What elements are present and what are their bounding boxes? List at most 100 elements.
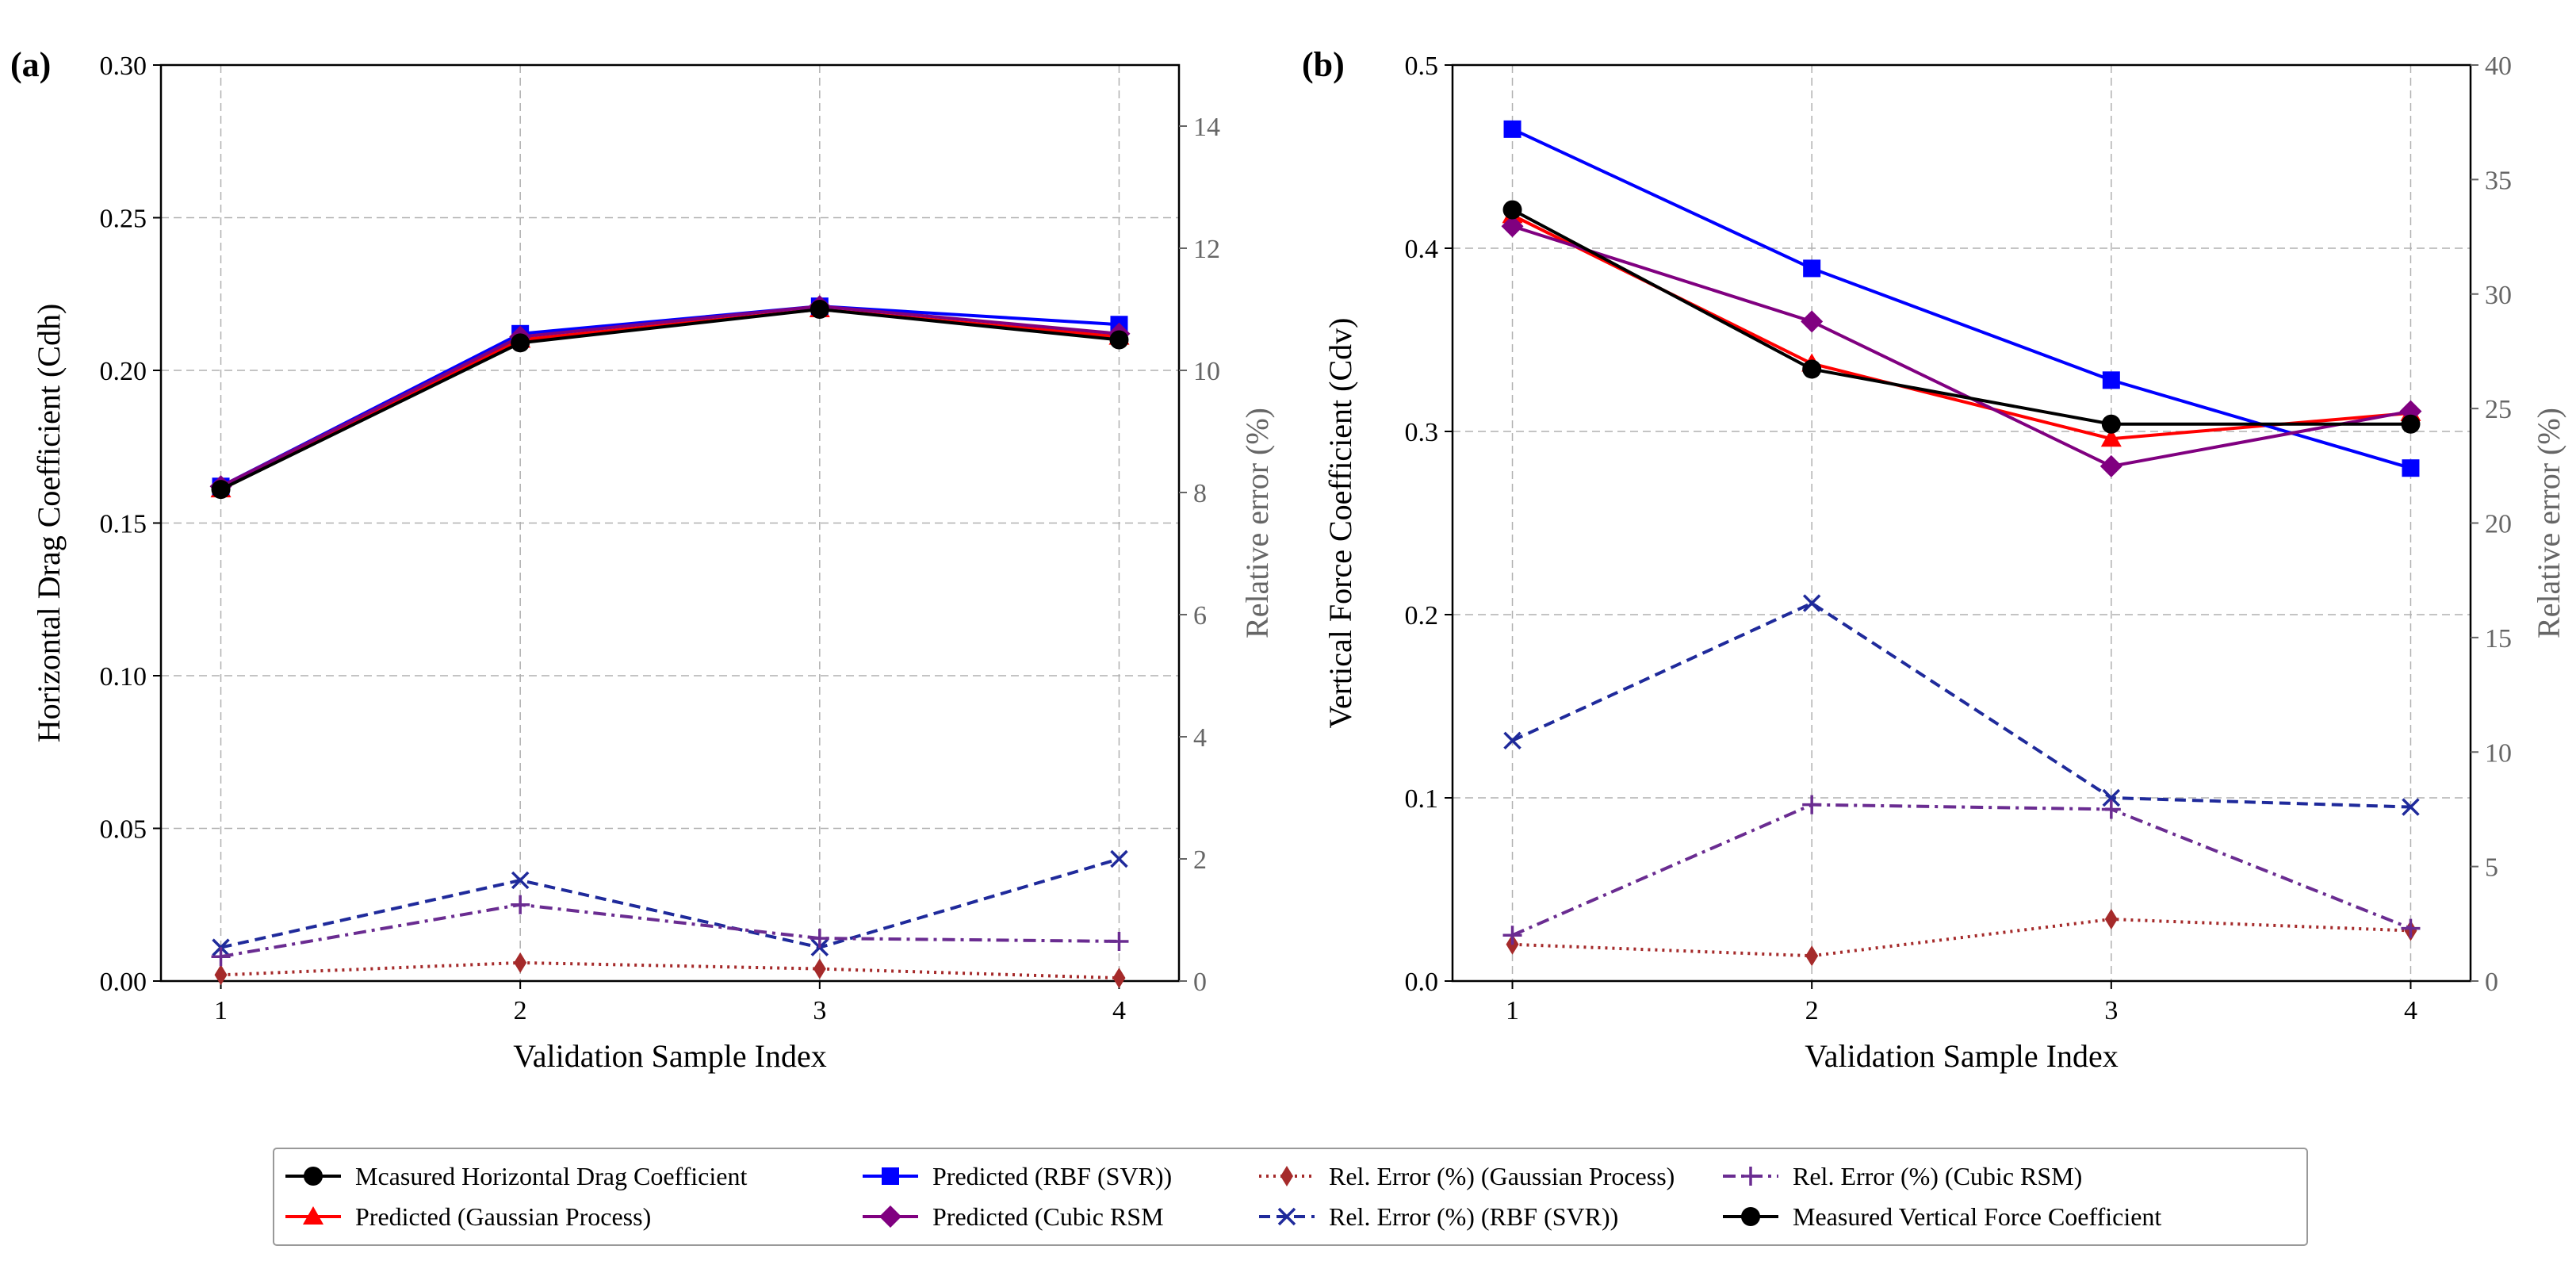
x-tick-label: 1 <box>214 996 228 1025</box>
y2-tick-label: 35 <box>2485 166 2512 195</box>
y2-tick-label: 0 <box>1193 968 1207 997</box>
legend-swatch-marker <box>1280 1166 1293 1186</box>
panel-b-grid <box>1453 64 2471 982</box>
legend-label: Predicted (Gaussian Process) <box>355 1202 651 1231</box>
legend-swatch-marker <box>879 1205 901 1228</box>
panel-b-y2label: Relative error (%) <box>2531 408 2566 638</box>
legend-item: Predicted (Gaussian Process) <box>285 1202 651 1231</box>
data-point <box>2104 909 2118 930</box>
panel-b-series-5 <box>1503 594 2420 816</box>
y2-tick-label: 14 <box>1193 113 1220 142</box>
y-tick-label: 0.15 <box>100 510 147 539</box>
data-point <box>1503 731 1521 750</box>
series-line <box>220 305 1120 489</box>
data-point <box>2402 459 2420 477</box>
y2-tick-label: 20 <box>2485 510 2512 539</box>
data-point <box>810 929 829 949</box>
y2-tick-label: 30 <box>2485 281 2512 310</box>
panel-a-ylabel: Horizontal Drag Coefficient (Cdh) <box>31 304 67 743</box>
y2-tick-label: 10 <box>2485 738 2512 768</box>
legend-label: Predicted (RBF (SVR)) <box>932 1162 1172 1190</box>
y-tick-label: 0.2 <box>1405 601 1439 630</box>
data-point <box>511 871 530 890</box>
legend-item: Predicted (RBF (SVR)) <box>863 1162 1172 1190</box>
panel-a-series-4 <box>214 952 1126 989</box>
x-tick-label: 3 <box>813 996 826 1025</box>
y2-tick-label: 8 <box>1193 479 1207 508</box>
legend-swatch-marker <box>1741 1207 1760 1226</box>
x-tick-label: 2 <box>1805 996 1819 1025</box>
series-line <box>1512 918 2411 958</box>
y2-tick-label: 5 <box>2485 853 2498 883</box>
data-point <box>2402 798 2420 816</box>
y-tick-label: 0.5 <box>1405 52 1439 81</box>
x-tick-label: 1 <box>1506 996 1519 1025</box>
data-point <box>511 333 530 353</box>
y-tick-label: 0.25 <box>100 205 147 234</box>
series-line <box>1511 803 2412 937</box>
y-tick-label: 0.05 <box>100 815 147 845</box>
data-point <box>1110 849 1128 868</box>
data-point <box>1502 200 1522 220</box>
panel-b-series-3 <box>1502 200 2421 434</box>
legend-swatch-marker <box>303 1206 323 1225</box>
y-tick-label: 0.0 <box>1405 968 1439 997</box>
legend-label: Rel. Error (%) (Cubic RSM) <box>1793 1162 2082 1190</box>
data-point <box>1109 931 1129 951</box>
y2-tick-label: 40 <box>2485 52 2512 81</box>
panel-a-label: (a) <box>10 45 51 84</box>
data-point <box>2101 414 2121 434</box>
data-point <box>1502 926 1522 945</box>
data-point <box>2401 414 2421 434</box>
data-point <box>1802 594 1821 612</box>
legend-swatch-marker <box>1277 1207 1296 1226</box>
panel-b-ylabel: Vertical Force Coefficient (Cdv) <box>1322 318 1358 729</box>
legend-swatch-marker <box>882 1167 899 1185</box>
series-line <box>1511 208 2411 426</box>
data-point <box>2102 371 2120 389</box>
y-tick-label: 0.4 <box>1405 235 1439 264</box>
data-point <box>514 952 527 973</box>
data-point <box>1109 330 1129 350</box>
panel-a-xlabel: Validation Sample Index <box>513 1038 826 1074</box>
data-point <box>2101 799 2121 819</box>
data-point <box>211 480 231 500</box>
legend-label: Rel. Error (%) (Gaussian Process) <box>1329 1162 1675 1190</box>
series-line <box>220 903 1120 959</box>
y-tick-label: 0.10 <box>100 662 147 692</box>
panel-a-series-3 <box>211 300 1129 500</box>
legend-item: Predicted (Cubic RSM <box>863 1202 1164 1231</box>
panel-b-series-6 <box>1502 795 2421 945</box>
data-point <box>1112 968 1126 989</box>
y2-tick-label: 2 <box>1193 845 1207 875</box>
data-point <box>211 947 231 967</box>
legend-label: Rel. Error (%) (RBF (SVR)) <box>1329 1202 1618 1231</box>
x-tick-label: 3 <box>2104 996 2118 1025</box>
data-point <box>810 300 829 319</box>
y-tick-label: 0.30 <box>100 52 147 81</box>
y-tick-label: 0.20 <box>100 357 147 386</box>
legend-label: Mcasured Horizontal Drag Coefficient <box>355 1162 747 1190</box>
y2-tick-label: 6 <box>1193 601 1207 630</box>
data-point <box>1801 310 1824 333</box>
data-point <box>1503 120 1521 138</box>
legend-swatch-marker <box>1741 1167 1760 1186</box>
legend-swatch-marker <box>304 1167 323 1186</box>
chart-panel-b: 1 2 3 4 0.0 0.1 0.2 0.3 0.4 0.5 0 5 10 15 20 25 30 35 40 Va… <box>1302 45 2566 1074</box>
data-point <box>1805 945 1819 967</box>
data-point <box>813 958 826 979</box>
y-tick-label: 0.00 <box>100 968 147 997</box>
legend-item: Mcasured Horizontal Drag Coefficient <box>285 1162 747 1190</box>
y2-tick-label: 15 <box>2485 624 2512 653</box>
data-point <box>1802 795 1822 814</box>
legend-item: Rel. Error (%) (Gaussian Process) <box>1259 1162 1675 1190</box>
data-point <box>214 964 228 986</box>
legend-item: Rel. Error (%) (Cubic RSM) <box>1723 1162 2082 1190</box>
panel-b-label: (b) <box>1302 45 1345 84</box>
y2-tick-label: 4 <box>1193 723 1207 753</box>
panel-b-series-2 <box>1501 215 2422 477</box>
legend: Mcasured Horizontal Drag Coefficient Pred… <box>273 1148 2308 1246</box>
data-point <box>2099 454 2122 477</box>
chart-panel-a: 1 2 3 40.000.050.100.150.200.250.3002468101… <box>10 45 1275 1074</box>
